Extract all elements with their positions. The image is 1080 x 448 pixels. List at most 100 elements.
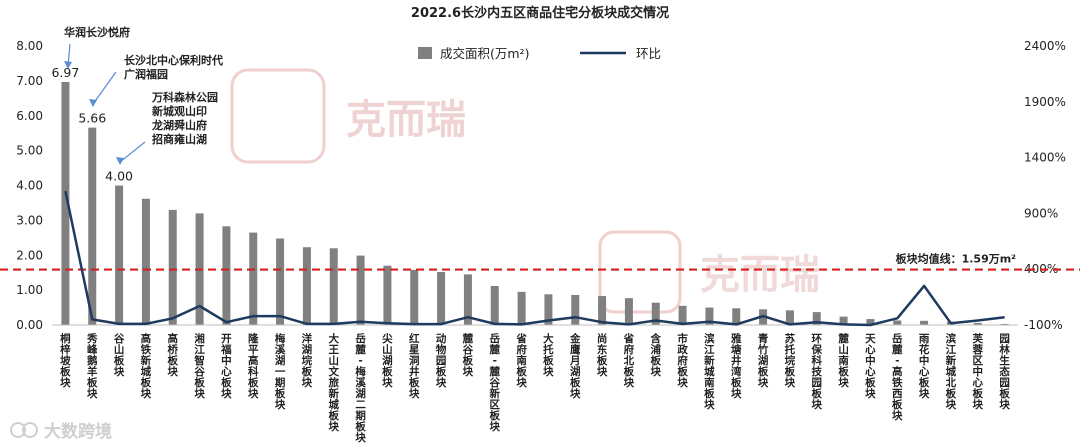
bar xyxy=(839,316,848,325)
category-label: 高铁新城板块 xyxy=(141,332,152,400)
category-label: 梅溪湖一期板块 xyxy=(275,332,286,411)
bar xyxy=(329,248,338,325)
category-label: 开福中心板块 xyxy=(220,333,232,400)
bar-value-label: 5.66 xyxy=(78,111,106,126)
annotation-text: 招商雍山湖 xyxy=(152,132,207,146)
category-label: 麓谷板块 xyxy=(463,332,474,378)
bar xyxy=(410,269,419,325)
bar xyxy=(463,274,472,325)
bar xyxy=(678,305,687,325)
category-label: 麓山南板块 xyxy=(838,332,849,389)
bar xyxy=(141,198,150,325)
bar xyxy=(356,255,365,325)
legend: 成交面积(万m²) 环比 xyxy=(418,46,661,61)
y-axis-right: -100%400%900%1400%1900%2400% xyxy=(1024,39,1066,332)
category-label: 岳麓-高铁西板块 xyxy=(892,332,903,422)
y-tick-label: 3.00 xyxy=(16,213,43,227)
legend-line-label: 环比 xyxy=(636,46,661,61)
bar xyxy=(598,296,607,325)
bar xyxy=(437,271,446,325)
bar xyxy=(651,302,660,325)
bar xyxy=(785,310,794,325)
brand-icon xyxy=(10,422,26,438)
y2-tick-label: 1400% xyxy=(1024,151,1066,165)
y-tick-label: 0.00 xyxy=(16,318,43,332)
category-label: 湘江智谷板块 xyxy=(193,332,205,400)
annotation-text: 广润福园 xyxy=(124,67,168,81)
category-label: 岳麓-梅溪湖二期板块 xyxy=(355,332,366,444)
category-label: 动物园板块 xyxy=(436,332,447,389)
brand-logo: 大数跨境 xyxy=(10,421,112,442)
category-label: 天心中心板块 xyxy=(865,333,876,400)
y-axis-left: 0.00 1.00 2.00 3.00 4.00 5.00 6.00 7.00 8.00 xyxy=(16,39,43,332)
category-label: 环保科技园板块 xyxy=(811,333,823,411)
annotation-text: 长沙北中心保利时代 xyxy=(124,53,223,67)
category-label: 滨江新城北板块 xyxy=(946,332,957,411)
bar-value-label: 6.97 xyxy=(51,65,79,80)
category-label: 桐梓坡板块 xyxy=(60,332,71,389)
bar xyxy=(115,185,124,325)
annotation-text: 万科森林公园 xyxy=(151,90,218,104)
annotation-text: 新城观山印 xyxy=(152,104,207,118)
category-label: 大王山文旅新城板块 xyxy=(328,332,340,433)
annotation-arrow xyxy=(92,71,117,105)
annotation-arrowhead xyxy=(64,61,72,69)
category-labels: 桐梓坡板块 秀峰鹅羊板块 谷山板块 高铁新城板块 高桥板块 湘江智谷板块 开福中心板块 隆平高… xyxy=(60,332,1010,444)
y2-tick-label: 1900% xyxy=(1024,95,1066,109)
watermark-bottom: 克而瑞 xyxy=(598,230,820,314)
category-label: 青竹湖板块 xyxy=(757,332,769,389)
annotation-text: 龙湖舜山府 xyxy=(151,118,207,132)
bar xyxy=(624,298,633,325)
bar xyxy=(1000,323,1009,325)
category-label: 谷山板块 xyxy=(114,332,125,378)
category-label: 市政府板块 xyxy=(677,332,688,389)
category-label: 红星洞井板块 xyxy=(409,332,420,400)
bar xyxy=(88,127,97,325)
category-label: 高桥板块 xyxy=(168,332,179,378)
line-series xyxy=(64,190,1005,327)
bar xyxy=(973,322,982,325)
y-tick-label: 7.00 xyxy=(16,74,43,88)
watermark-top: 克而瑞 xyxy=(230,68,466,164)
y-tick-label: 6.00 xyxy=(16,109,43,123)
watermark-text-bottom: 克而瑞 xyxy=(700,252,820,298)
y2-tick-label: 2400% xyxy=(1024,39,1066,53)
category-label: 金鹰月湖板块 xyxy=(569,332,581,400)
annotation-arrowhead xyxy=(89,99,97,107)
category-label: 省府南板块 xyxy=(515,332,527,389)
category-label: 尚东板块 xyxy=(597,332,608,378)
bar xyxy=(302,247,311,325)
category-label: 洋湖垸板块 xyxy=(302,332,313,389)
y2-tick-label: -100% xyxy=(1024,318,1063,332)
bar xyxy=(920,320,929,325)
mom-line xyxy=(64,190,1005,327)
category-label: 大托板块 xyxy=(543,332,554,378)
y-tick-label: 2.00 xyxy=(16,248,43,262)
y-tick-label: 8.00 xyxy=(16,39,43,53)
category-label: 苏托垸板块 xyxy=(785,332,796,389)
watermark-text-top: 克而瑞 xyxy=(346,97,466,143)
bar xyxy=(866,319,875,325)
bar xyxy=(544,294,553,325)
bar xyxy=(812,312,821,325)
bar xyxy=(168,209,177,325)
bar-value-label: 4.00 xyxy=(105,169,133,184)
category-label: 芙蓉区中心板块 xyxy=(972,332,984,411)
watermark-seal-top xyxy=(230,68,326,164)
bar xyxy=(732,308,741,325)
category-label: 尖山湖板块 xyxy=(382,332,393,389)
watermark-seal-bottom xyxy=(598,230,682,314)
category-label: 隆平高科板块 xyxy=(248,332,259,400)
brand-text: 大数跨境 xyxy=(44,421,112,442)
category-label: 雨花中心板块 xyxy=(919,333,930,400)
legend-bar-swatch xyxy=(418,47,432,59)
bar xyxy=(61,81,70,325)
data-labels: 6.97 5.66 4.00 xyxy=(51,65,133,184)
bar xyxy=(249,232,258,325)
bar xyxy=(705,307,714,325)
category-label: 岳麓-麓谷新区板块 xyxy=(490,332,501,433)
average-reference: 板块均值线：1.59万m² xyxy=(0,252,1080,271)
category-label: 滨江新城南板块 xyxy=(704,332,715,411)
